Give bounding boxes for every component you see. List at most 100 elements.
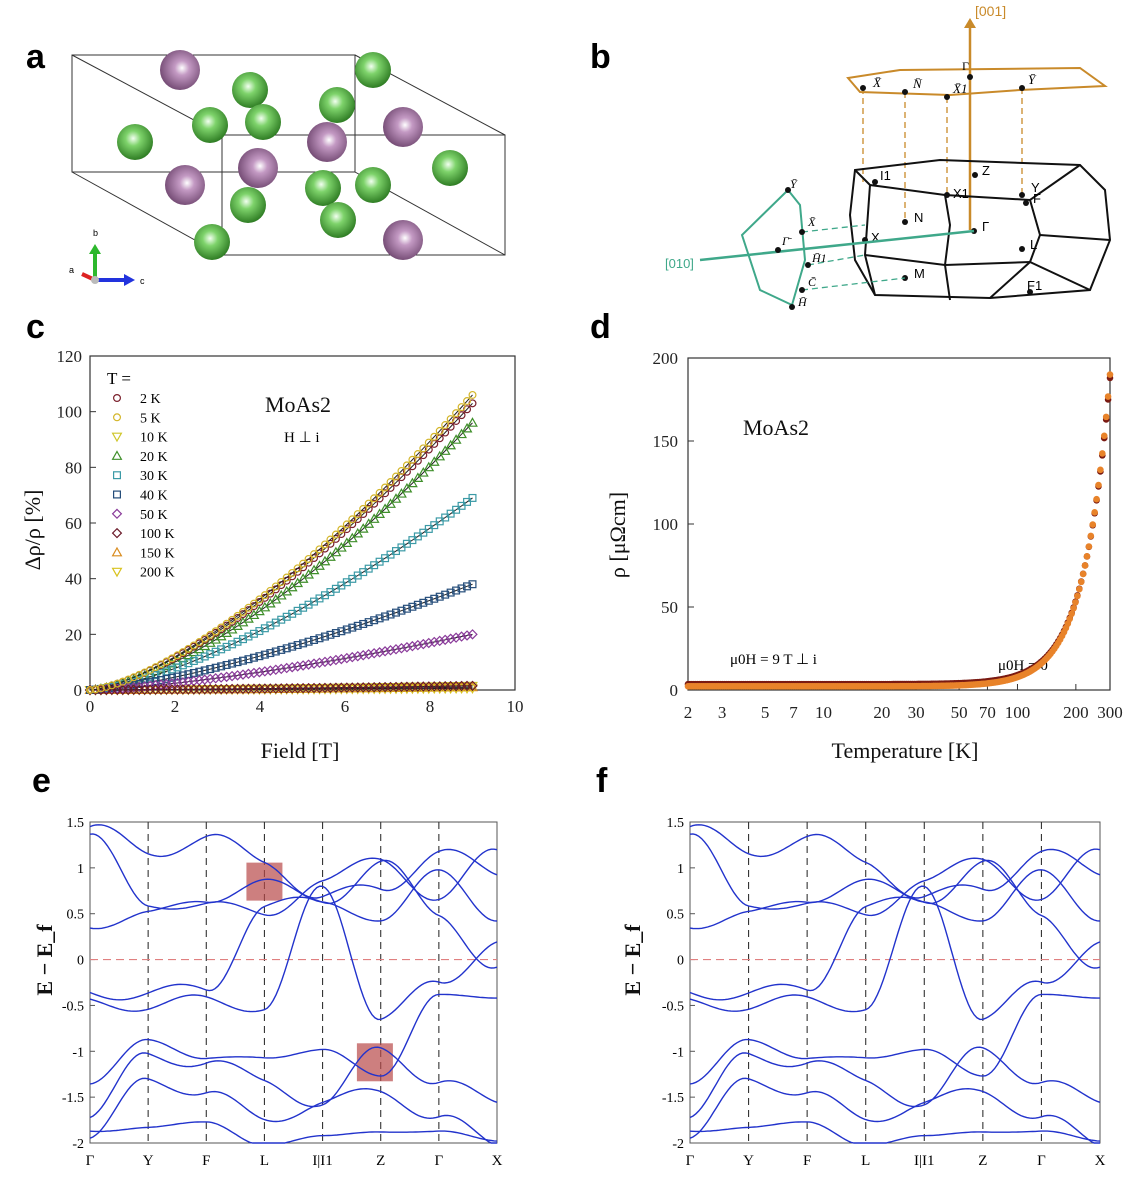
data-point bbox=[1070, 604, 1077, 612]
data-point bbox=[304, 554, 313, 563]
data-point bbox=[172, 677, 183, 689]
data-point bbox=[228, 615, 237, 624]
data-point bbox=[446, 588, 455, 597]
data-point bbox=[239, 656, 248, 665]
y-tick-label: 120 bbox=[57, 347, 83, 366]
kpoint-label: X bbox=[492, 1153, 503, 1169]
data-point bbox=[314, 657, 325, 669]
data-point bbox=[239, 607, 248, 616]
band-line bbox=[689, 833, 1101, 917]
data-point bbox=[1106, 371, 1114, 378]
data-point bbox=[249, 653, 258, 662]
band-line bbox=[89, 824, 498, 899]
data-point bbox=[232, 670, 243, 681]
kpoint-label: I|I1 bbox=[312, 1153, 333, 1169]
panel-label-e: e bbox=[32, 762, 51, 800]
data-point bbox=[463, 397, 472, 406]
data-point bbox=[418, 638, 429, 650]
data-point bbox=[364, 618, 373, 627]
data-point bbox=[430, 432, 439, 441]
data-point bbox=[392, 472, 401, 481]
data-point bbox=[381, 612, 390, 621]
data-point bbox=[266, 586, 275, 595]
data-point bbox=[413, 600, 422, 609]
series-30k bbox=[85, 493, 477, 695]
data-point bbox=[450, 434, 462, 444]
data-point bbox=[183, 676, 194, 687]
data-point bbox=[375, 494, 384, 503]
data-point bbox=[260, 591, 269, 600]
bz-point-f1: F1 bbox=[1027, 278, 1042, 293]
chart-c-title: MoAs2 bbox=[265, 392, 331, 417]
data-point bbox=[1077, 578, 1085, 586]
data-point bbox=[419, 598, 428, 607]
atom-mo bbox=[355, 167, 391, 203]
data-point bbox=[341, 537, 353, 547]
chart-d-frame bbox=[687, 357, 1111, 691]
band-line bbox=[689, 859, 1101, 1001]
data-point bbox=[1085, 543, 1093, 550]
y-tick-label: 100 bbox=[57, 403, 83, 422]
data-point bbox=[195, 638, 204, 647]
data-point bbox=[244, 632, 253, 641]
y-tick-label: -1.5 bbox=[662, 1091, 684, 1106]
y-tick-label: -1.5 bbox=[62, 1091, 84, 1106]
chart-c-subtitle: H ⊥ i bbox=[284, 430, 320, 446]
legend-marker bbox=[112, 393, 121, 402]
atom-mo bbox=[245, 104, 281, 140]
data-point bbox=[386, 483, 395, 492]
legend-marker bbox=[111, 508, 123, 520]
data-point bbox=[450, 632, 462, 643]
data-point bbox=[331, 530, 340, 539]
data-point bbox=[1100, 432, 1108, 440]
band-line bbox=[89, 1046, 498, 1119]
kpoint-label: Γ bbox=[86, 1153, 95, 1169]
data-point bbox=[326, 539, 335, 548]
data-point bbox=[320, 632, 329, 641]
x-tick-label: 5 bbox=[761, 703, 770, 722]
band-line bbox=[689, 885, 1101, 1021]
x-tick-label: 10 bbox=[815, 703, 832, 722]
data-point bbox=[206, 650, 215, 659]
data-point bbox=[144, 680, 156, 692]
data-point bbox=[1081, 562, 1089, 569]
data-point bbox=[402, 461, 411, 470]
data-point bbox=[396, 642, 407, 654]
y-tick-label: 0.5 bbox=[67, 908, 85, 923]
data-point bbox=[463, 405, 472, 414]
side-point-y: Ȳ bbox=[790, 177, 798, 191]
y-tick-label: 0.5 bbox=[667, 908, 685, 923]
data-point bbox=[467, 629, 478, 640]
data-point bbox=[319, 656, 331, 668]
data-point bbox=[217, 623, 226, 632]
chart-c-ylabel: Δρ/ρ [%] bbox=[20, 490, 45, 571]
chart-d-ylabel: ρ [μΩcm] bbox=[605, 492, 630, 578]
x-tick-label: 70 bbox=[979, 703, 996, 722]
data-point bbox=[195, 667, 204, 676]
top-point-y: Ȳ bbox=[1028, 72, 1037, 87]
data-point bbox=[348, 515, 357, 524]
data-point bbox=[162, 667, 171, 676]
data-point bbox=[233, 637, 242, 646]
band-line bbox=[689, 993, 1100, 1085]
data-point bbox=[222, 660, 231, 669]
data-point bbox=[359, 509, 368, 518]
atom-mo bbox=[192, 107, 228, 143]
data-point bbox=[1093, 495, 1100, 503]
atom-mo bbox=[305, 170, 341, 206]
data-point bbox=[457, 403, 466, 412]
data-point bbox=[228, 659, 237, 668]
chart-magnetoresistance: MoAs2 H ⊥ i Field [T] Δρ/ρ [%] T = 0 2 4 6 8… bbox=[20, 347, 524, 763]
data-point bbox=[401, 641, 413, 653]
y-tick-label: 150 bbox=[653, 432, 679, 451]
y-tick-label: 40 bbox=[65, 570, 82, 589]
legend-label: 5 K bbox=[140, 411, 161, 426]
data-point bbox=[320, 544, 329, 553]
data-point bbox=[139, 681, 150, 692]
data-point bbox=[375, 614, 384, 623]
bz-point-y: Y bbox=[1031, 180, 1040, 195]
data-point bbox=[304, 637, 313, 646]
data-point bbox=[424, 438, 433, 447]
kpoint-label: Z bbox=[978, 1153, 987, 1169]
data-point bbox=[200, 652, 209, 661]
